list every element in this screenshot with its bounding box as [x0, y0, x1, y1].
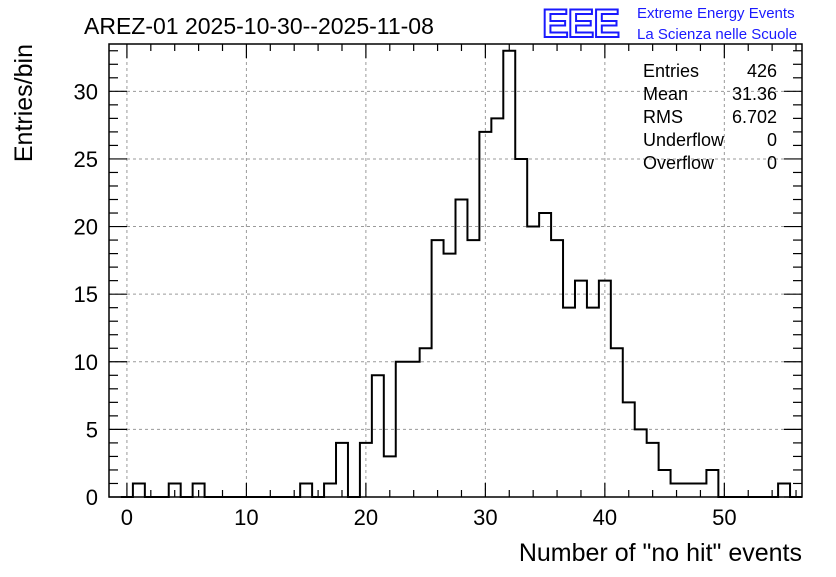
x-tick-label: 0 [121, 505, 133, 530]
y-tick-label: 10 [74, 350, 98, 375]
histogram-outline [120, 49, 802, 498]
x-axis-label: Number of "no hit" events [519, 539, 802, 567]
axis-ticks [109, 44, 802, 498]
stats-value: 0 [767, 130, 777, 150]
stats-value: 6.702 [732, 107, 777, 127]
y-tick-labels: 0 5 10 15 20 25 30 [74, 79, 98, 510]
y-tick-label: 20 [74, 215, 98, 240]
stats-box: Entries 426 Mean 31.36 RMS 6.702 Underflow 0 Ove… [643, 61, 777, 173]
stats-value: 426 [747, 61, 777, 81]
y-tick-label: 25 [74, 147, 98, 172]
stats-label: Overflow [643, 153, 715, 173]
eee-logo-mark: EEE [542, 2, 619, 46]
y-tick-label: 0 [86, 485, 98, 510]
stats-label: Underflow [643, 130, 725, 150]
y-tick-label: 5 [86, 417, 98, 442]
y-tick-label: 15 [74, 282, 98, 307]
stats-value: 31.36 [732, 84, 777, 104]
stats-label: RMS [643, 107, 683, 127]
y-axis-label: Entries/bin [10, 44, 38, 162]
stats-label: Mean [643, 84, 688, 104]
eee-logo-line2: La Scienza nelle Scuole [637, 26, 797, 43]
stats-value: 0 [767, 153, 777, 173]
eee-logo: EEE Extreme Energy Events La Scienza nel… [541, 1, 797, 47]
x-tick-label: 50 [712, 505, 736, 530]
grid-lines [109, 44, 802, 498]
y-tick-label: 30 [74, 79, 98, 104]
eee-logo-line1: Extreme Energy Events [637, 5, 795, 22]
x-tick-label: 10 [234, 505, 258, 530]
x-tick-label: 40 [593, 505, 617, 530]
x-tick-label: 20 [354, 505, 378, 530]
x-tick-labels: 0 10 20 30 40 50 [121, 505, 737, 530]
stats-label: Entries [643, 61, 699, 81]
plot-frame [108, 43, 803, 498]
chart-title: AREZ-01 2025-10-30--2025-11-08 [84, 13, 434, 39]
x-tick-label: 30 [473, 505, 497, 530]
